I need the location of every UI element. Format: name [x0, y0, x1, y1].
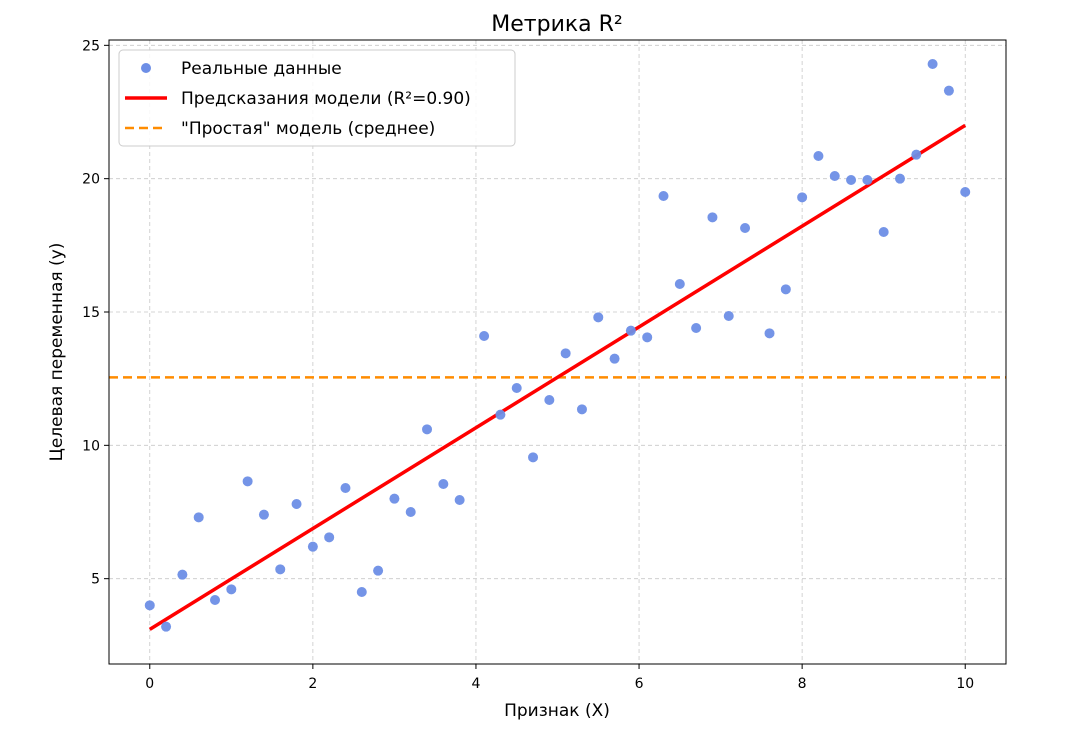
data-point	[144, 600, 155, 611]
data-point	[544, 395, 555, 405]
x-tick-label: 10	[956, 676, 974, 692]
data-point	[454, 495, 465, 505]
x-tick-label: 6	[635, 676, 644, 692]
y-tick-label: 10	[82, 438, 100, 454]
data-point	[764, 328, 775, 339]
data-point	[593, 312, 604, 323]
data-point	[780, 284, 791, 295]
data-point	[242, 476, 253, 487]
data-point	[226, 584, 237, 595]
y-tick-label: 15	[82, 305, 100, 321]
data-point	[373, 565, 384, 576]
y-axis-label: Целевая переменная (y)	[47, 243, 67, 462]
x-axis-label: Признак (X)	[504, 701, 610, 721]
data-point	[275, 564, 286, 575]
data-point	[862, 175, 873, 185]
data-point	[479, 331, 490, 341]
data-point	[813, 151, 824, 161]
data-point	[511, 383, 522, 393]
legend-label-points: Реальные данные	[181, 59, 342, 79]
x-axis-ticks: 0 2 4 6 8 10	[145, 664, 974, 692]
data-point	[911, 149, 922, 160]
data-point	[389, 493, 400, 504]
data-point	[193, 512, 204, 523]
scatter-points	[144, 59, 971, 632]
data-point	[943, 85, 954, 96]
data-point	[438, 479, 449, 489]
regression-line	[148, 123, 967, 631]
data-point	[340, 483, 351, 493]
data-point	[878, 227, 889, 237]
legend-marker-points	[141, 63, 151, 73]
data-point	[797, 192, 808, 203]
data-point	[707, 212, 718, 223]
legend-label-regression: Предсказания модели (R²=0.90)	[181, 89, 471, 109]
data-point	[576, 404, 587, 415]
x-tick-label: 4	[471, 676, 480, 692]
data-point	[356, 587, 367, 597]
data-point	[723, 311, 734, 321]
data-point	[658, 191, 669, 201]
data-point	[422, 424, 433, 435]
data-point	[560, 348, 571, 359]
data-point	[894, 173, 905, 184]
data-point	[846, 175, 857, 185]
x-tick-label: 0	[145, 676, 154, 692]
data-point	[291, 499, 302, 509]
data-point	[495, 409, 506, 420]
plot-frame	[108, 39, 1007, 665]
data-point	[740, 223, 751, 233]
data-point	[177, 569, 188, 580]
data-point	[642, 332, 653, 343]
x-tick-label: 2	[308, 676, 317, 692]
data-point	[258, 509, 269, 520]
grid	[109, 40, 1006, 664]
legend-label-mean: "Простая" модель (среднее)	[181, 119, 435, 139]
chart-title: Метрика R²	[491, 12, 622, 37]
data-point	[609, 353, 620, 364]
data-point	[674, 279, 685, 289]
data-point	[625, 325, 636, 336]
data-point	[927, 59, 938, 69]
data-point	[324, 532, 335, 543]
y-axis-ticks: 5 10 15 20 25	[82, 38, 109, 588]
data-point	[307, 541, 318, 552]
y-tick-label: 20	[82, 172, 100, 188]
data-point	[161, 621, 172, 632]
y-tick-label: 5	[91, 572, 100, 588]
data-point	[210, 595, 221, 605]
data-point	[405, 507, 416, 517]
data-point	[960, 187, 971, 197]
legend: Реальные данные Предсказания модели (R²=…	[118, 49, 516, 147]
data-point	[691, 323, 702, 333]
plot-area	[109, 59, 1006, 632]
y-tick-label: 25	[82, 38, 100, 54]
data-point	[528, 452, 539, 463]
legend-box	[118, 49, 516, 147]
x-tick-label: 8	[798, 676, 807, 692]
data-point	[829, 171, 840, 181]
